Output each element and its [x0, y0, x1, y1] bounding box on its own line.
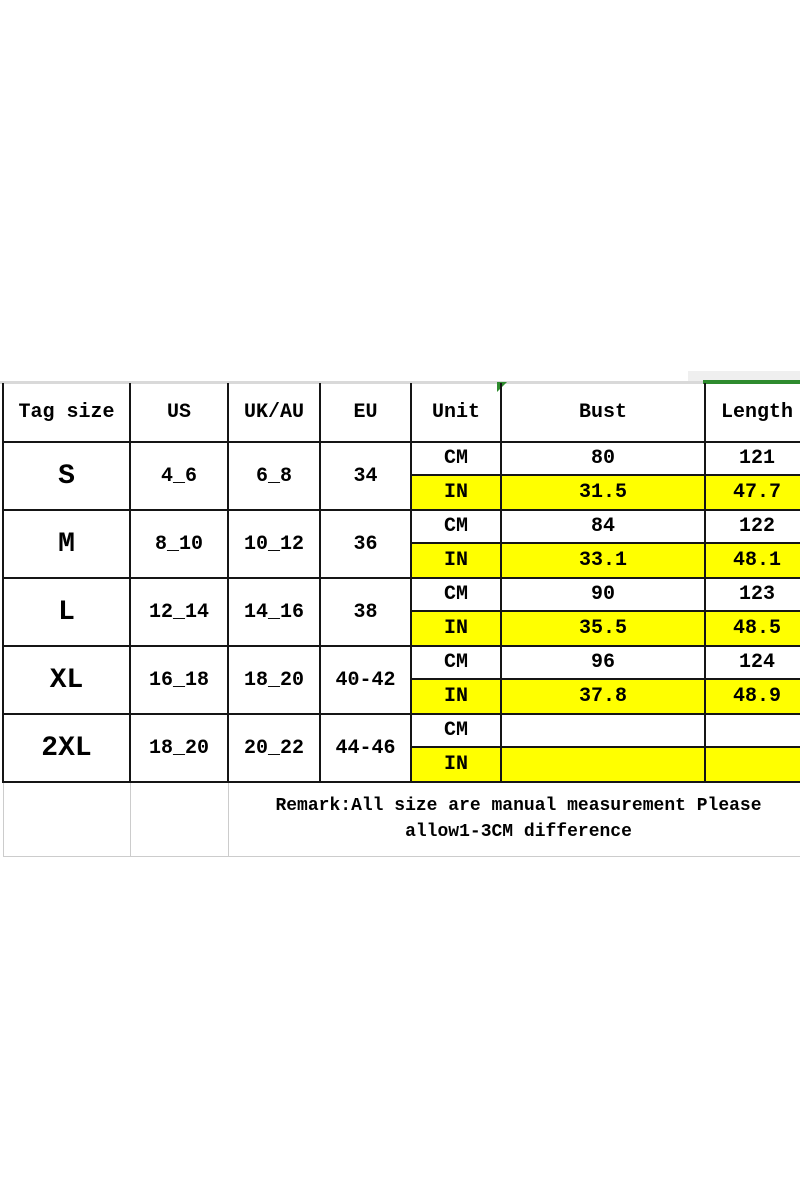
- uk-au-size-l: 14_16: [227, 577, 321, 647]
- remark-text: Remark:All size are manual measurement P…: [275, 796, 762, 843]
- bust-in-2xl: [500, 746, 706, 783]
- eu-size-m: 36: [319, 509, 412, 579]
- eu-size-l: 38: [319, 577, 412, 647]
- length-cm-m: 122: [704, 509, 800, 544]
- row-s-cm: S 4_6 6_8 34 CM 80 121: [2, 441, 800, 511]
- length-cm-l: 123: [704, 577, 800, 612]
- us-size-l: 12_14: [129, 577, 229, 647]
- length-cm-2xl: [704, 713, 800, 748]
- us-size-2xl: 18_20: [129, 713, 229, 783]
- bust-cm-l: 90: [500, 577, 706, 612]
- tag-size-s: S: [2, 441, 131, 511]
- row-2xl-in: IN: [3, 746, 800, 783]
- header-length: Length: [704, 383, 800, 443]
- row-xl-cm: XL 16_18 18_20 40-42 CM 96 124: [2, 645, 800, 715]
- header-uk-au: UK/AU: [227, 383, 321, 443]
- unit-cm-label: CM: [410, 441, 502, 476]
- length-in-l: 48.5: [704, 610, 800, 647]
- unit-cm-label: CM: [410, 713, 502, 748]
- bust-in-xl: 37.8: [500, 678, 706, 715]
- unit-in-label: IN: [410, 678, 502, 715]
- us-size-s: 4_6: [129, 441, 229, 511]
- length-cm-xl: 124: [704, 645, 800, 680]
- tag-size-l: L: [2, 577, 131, 647]
- uk-au-size-s: 6_8: [227, 441, 321, 511]
- unit-in-label: IN: [410, 746, 502, 783]
- bust-cm-xl: 96: [500, 645, 706, 680]
- remark-cell: Remark:All size are manual measurement P…: [227, 782, 800, 857]
- eu-size-2xl: 44-46: [319, 713, 412, 783]
- size-chart-table: Tag size US UK/AU EU Unit Bust Length S …: [2, 383, 800, 857]
- empty-cell: [2, 782, 131, 857]
- tag-size-xl: XL: [2, 645, 131, 715]
- eu-size-s: 34: [319, 441, 412, 511]
- header-row: Tag size US UK/AU EU Unit Bust Length: [2, 383, 800, 443]
- length-in-s: 47.7: [704, 474, 800, 511]
- row-m-in: IN 33.1 48.1: [3, 542, 800, 579]
- bust-in-s: 31.5: [500, 474, 706, 511]
- excel-selection-border: [703, 380, 800, 384]
- row-2xl-cm: 2XL 18_20 20_22 44-46 CM: [2, 713, 800, 783]
- uk-au-size-xl: 18_20: [227, 645, 321, 715]
- empty-cell: [129, 782, 229, 857]
- row-l-in: IN 35.5 48.5: [3, 610, 800, 647]
- unit-cm-label: CM: [410, 645, 502, 680]
- unit-cm-label: CM: [410, 577, 502, 612]
- eu-size-xl: 40-42: [319, 645, 412, 715]
- unit-cm-label: CM: [410, 509, 502, 544]
- bust-cm-2xl: [500, 713, 706, 748]
- tag-size-m: M: [2, 509, 131, 579]
- tag-size-2xl: 2XL: [2, 713, 131, 783]
- length-in-m: 48.1: [704, 542, 800, 579]
- us-size-xl: 16_18: [129, 645, 229, 715]
- uk-au-size-m: 10_12: [227, 509, 321, 579]
- row-m-cm: M 8_10 10_12 36 CM 84 122: [2, 509, 800, 579]
- uk-au-size-2xl: 20_22: [227, 713, 321, 783]
- bust-in-l: 35.5: [500, 610, 706, 647]
- header-bust: Bust: [500, 383, 706, 443]
- faint-gridline-remnant: [688, 371, 800, 381]
- unit-in-label: IN: [410, 542, 502, 579]
- length-cm-s: 121: [704, 441, 800, 476]
- header-us: US: [129, 383, 229, 443]
- row-s-in: IN 31.5 47.7: [3, 474, 800, 511]
- length-in-xl: 48.9: [704, 678, 800, 715]
- header-eu: EU: [319, 383, 412, 443]
- length-in-2xl: [704, 746, 800, 783]
- row-xl-in: IN 37.8 48.9: [3, 678, 800, 715]
- us-size-m: 8_10: [129, 509, 229, 579]
- unit-in-label: IN: [410, 610, 502, 647]
- remark-row: Remark:All size are manual measurement P…: [2, 782, 800, 857]
- bust-cm-m: 84: [500, 509, 706, 544]
- header-unit: Unit: [410, 383, 502, 443]
- unit-in-label: IN: [410, 474, 502, 511]
- bust-cm-s: 80: [500, 441, 706, 476]
- row-l-cm: L 12_14 14_16 38 CM 90 123: [2, 577, 800, 647]
- bust-in-m: 33.1: [500, 542, 706, 579]
- header-tag-size: Tag size: [2, 383, 131, 443]
- top-gridline: [0, 381, 800, 384]
